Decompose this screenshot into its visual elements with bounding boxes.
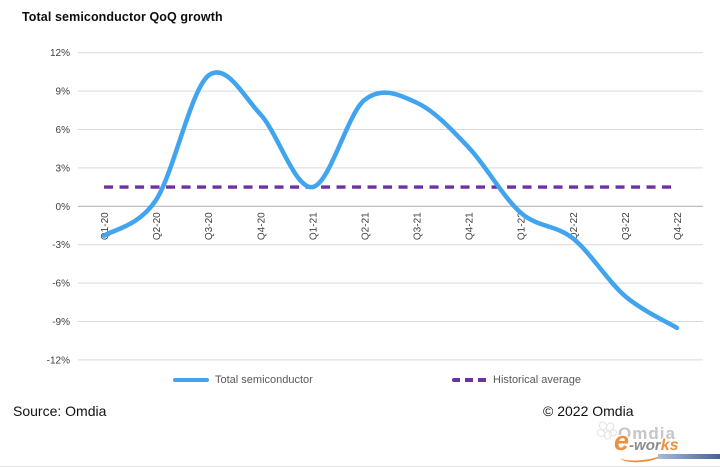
y-tick-label: 0% bbox=[56, 202, 71, 213]
x-tick-label: Q1-20 bbox=[100, 212, 111, 240]
x-tick-label: Q1-21 bbox=[308, 212, 319, 240]
y-tick-label: 6% bbox=[56, 125, 71, 136]
y-tick-label: 3% bbox=[56, 163, 71, 174]
y-tick-label: 9% bbox=[56, 87, 71, 98]
y-tick-label: 12% bbox=[50, 48, 70, 59]
y-tick-label: -6% bbox=[52, 279, 70, 290]
x-tick-label: Q4-21 bbox=[465, 212, 476, 240]
eworks-swoosh bbox=[619, 445, 665, 465]
source-credit: Source: Omdia bbox=[13, 403, 107, 419]
copyright-notice: © 2022 Omdia bbox=[543, 403, 634, 419]
y-tick-label: -3% bbox=[52, 240, 70, 251]
x-tick-label: Q2-22 bbox=[569, 212, 580, 240]
x-tick-label: Q4-20 bbox=[256, 212, 267, 240]
eworks-ks: ks bbox=[660, 437, 679, 454]
legend-label: Historical average bbox=[493, 374, 582, 386]
eworks-wor: -wor bbox=[629, 437, 661, 454]
eworks-blue-bar bbox=[658, 454, 720, 459]
x-tick-label: Q1-22 bbox=[517, 212, 528, 240]
eworks-logo: e-works bbox=[614, 426, 679, 457]
chart-title: Total semiconductor QoQ growth bbox=[22, 10, 223, 24]
legend-label: Total semiconductor bbox=[215, 374, 313, 386]
total-semiconductor-line bbox=[101, 70, 680, 331]
eworks-e: e bbox=[614, 426, 630, 456]
x-tick-label: Q4-22 bbox=[673, 212, 684, 240]
total-semiconductor-line-swatch bbox=[173, 378, 209, 382]
x-tick-label: Q3-20 bbox=[204, 212, 215, 240]
x-tick-label: Q2-21 bbox=[360, 212, 371, 240]
y-tick-label: -9% bbox=[52, 317, 70, 328]
watermark: Omdia e-works bbox=[590, 418, 720, 466]
historical-average-dash-swatch bbox=[452, 378, 487, 382]
omdia-watermark-text: Omdia bbox=[618, 424, 676, 443]
chart-plot-area: 12% 9% 6% 3% 0% -3% -6% -9% -12% Q1-20 Q2-20 Q3-20 Q… bbox=[47, 48, 703, 366]
legend-item-historical-average: Historical average bbox=[452, 374, 581, 386]
legend-item-total-semiconductor: Total semiconductor bbox=[173, 374, 313, 386]
y-tick-label: -12% bbox=[47, 355, 70, 366]
omdia-flower-icon bbox=[596, 421, 618, 440]
x-tick-label: Q3-21 bbox=[413, 212, 424, 240]
x-tick-label: Q3-22 bbox=[621, 212, 632, 240]
x-tick-label: Q2-20 bbox=[152, 212, 163, 240]
